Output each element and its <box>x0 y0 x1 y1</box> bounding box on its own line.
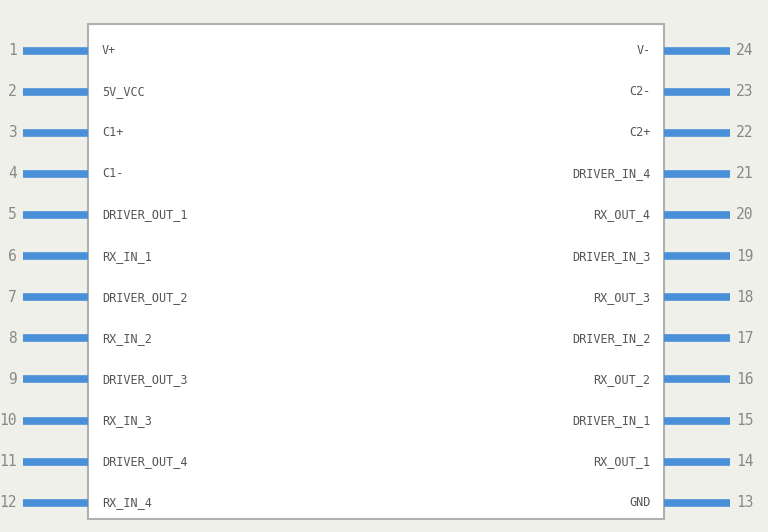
Text: 21: 21 <box>736 167 753 181</box>
Text: 19: 19 <box>736 248 753 263</box>
Text: 13: 13 <box>736 495 753 510</box>
Text: 4: 4 <box>8 167 17 181</box>
Text: 7: 7 <box>8 290 17 305</box>
Text: DRIVER_IN_1: DRIVER_IN_1 <box>572 414 650 427</box>
Text: 1: 1 <box>8 43 17 58</box>
Text: C2-: C2- <box>629 85 650 98</box>
Text: 14: 14 <box>736 454 753 469</box>
Text: RX_IN_4: RX_IN_4 <box>102 496 152 509</box>
Text: 12: 12 <box>0 495 17 510</box>
Text: 17: 17 <box>736 331 753 346</box>
Text: RX_OUT_1: RX_OUT_1 <box>594 455 650 468</box>
Text: 2: 2 <box>8 84 17 99</box>
Text: GND: GND <box>629 496 650 509</box>
Text: 11: 11 <box>0 454 17 469</box>
Text: RX_OUT_4: RX_OUT_4 <box>594 209 650 221</box>
Text: 23: 23 <box>736 84 753 99</box>
Text: RX_IN_2: RX_IN_2 <box>102 332 152 345</box>
Text: 9: 9 <box>8 372 17 387</box>
Text: 5V_VCC: 5V_VCC <box>102 85 145 98</box>
Text: RX_IN_3: RX_IN_3 <box>102 414 152 427</box>
Text: DRIVER_IN_3: DRIVER_IN_3 <box>572 250 650 263</box>
Text: DRIVER_OUT_2: DRIVER_OUT_2 <box>102 290 187 304</box>
Text: 15: 15 <box>736 413 753 428</box>
Text: DRIVER_OUT_3: DRIVER_OUT_3 <box>102 373 187 386</box>
Text: 6: 6 <box>8 248 17 263</box>
Text: 5: 5 <box>8 207 17 222</box>
Text: 22: 22 <box>736 125 753 140</box>
Text: C1+: C1+ <box>102 126 124 139</box>
Text: RX_OUT_2: RX_OUT_2 <box>594 373 650 386</box>
Text: 10: 10 <box>0 413 17 428</box>
Text: DRIVER_IN_2: DRIVER_IN_2 <box>572 332 650 345</box>
Text: V-: V- <box>636 44 650 57</box>
Text: DRIVER_OUT_4: DRIVER_OUT_4 <box>102 455 187 468</box>
Text: DRIVER_OUT_1: DRIVER_OUT_1 <box>102 209 187 221</box>
Text: C1-: C1- <box>102 168 124 180</box>
Text: 24: 24 <box>736 43 753 58</box>
Text: 20: 20 <box>736 207 753 222</box>
Bar <box>88 24 664 519</box>
Text: 3: 3 <box>8 125 17 140</box>
Text: V+: V+ <box>102 44 117 57</box>
Text: RX_OUT_3: RX_OUT_3 <box>594 290 650 304</box>
Text: 16: 16 <box>736 372 753 387</box>
Text: C2+: C2+ <box>629 126 650 139</box>
Text: 8: 8 <box>8 331 17 346</box>
Text: DRIVER_IN_4: DRIVER_IN_4 <box>572 168 650 180</box>
Text: 18: 18 <box>736 290 753 305</box>
Text: RX_IN_1: RX_IN_1 <box>102 250 152 263</box>
